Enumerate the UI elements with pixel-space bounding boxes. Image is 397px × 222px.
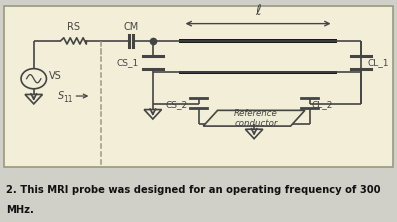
Text: ℓ: ℓ [255,4,261,18]
Text: CS_2: CS_2 [165,100,187,109]
Text: CM: CM [123,22,139,32]
Text: MHz.: MHz. [6,205,34,215]
Bar [179,71,337,74]
Text: S: S [58,91,64,101]
Text: Reference
conductor: Reference conductor [234,109,278,128]
Text: CS_1: CS_1 [117,58,139,67]
Bar [179,39,337,43]
Text: 2. This MRI probe was designed for an operating frequency of 300: 2. This MRI probe was designed for an op… [6,185,380,195]
Text: RS: RS [67,22,80,32]
Text: CL_2: CL_2 [312,100,333,109]
Polygon shape [203,110,305,126]
Text: VS: VS [49,71,62,81]
Text: 11: 11 [64,95,73,104]
Text: CL_1: CL_1 [367,58,389,67]
